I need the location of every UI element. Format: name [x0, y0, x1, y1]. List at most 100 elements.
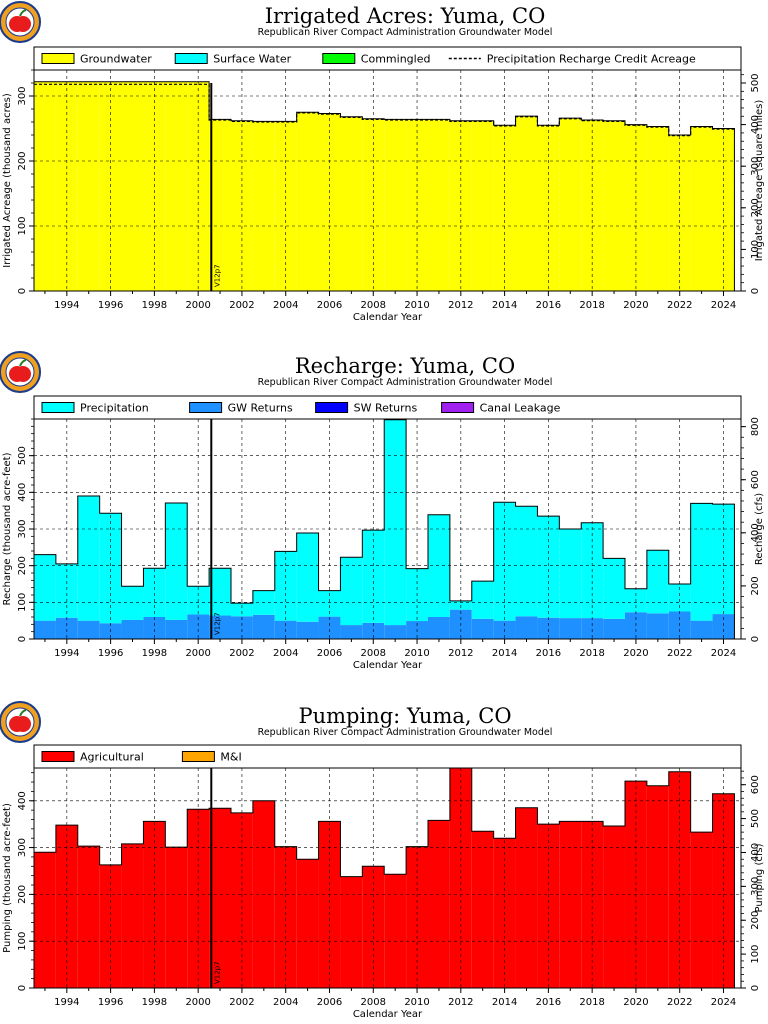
legend-item-3: SW Returns — [315, 402, 417, 415]
bar — [209, 615, 231, 639]
x-tick-label: 1996 — [98, 300, 123, 311]
y-axis-right: 0 100 200 300 400 500 — [741, 73, 761, 294]
y2-tick-label: 0 — [750, 288, 761, 294]
x-tick-label: 2000 — [185, 997, 210, 1008]
bar — [690, 126, 713, 291]
bar-outline — [33, 419, 735, 639]
bar — [537, 516, 560, 618]
bar — [274, 846, 297, 988]
grid-lines — [34, 70, 741, 291]
y-axis-left: 0 100 200 300 — [17, 69, 34, 294]
bar — [34, 81, 56, 291]
legend-item-4: Precipitation Recharge Credit Acreage — [448, 53, 696, 66]
legend-label: Precipitation — [80, 402, 149, 415]
precip-credit-line — [34, 83, 735, 137]
grid-lines — [34, 768, 741, 988]
x-tick-label: 2018 — [579, 997, 604, 1008]
bar — [99, 513, 122, 624]
bar — [690, 503, 713, 621]
version-marker-label: V12p7 — [213, 264, 221, 287]
bar — [646, 550, 669, 614]
x-tick-label: 1998 — [142, 648, 167, 659]
y2-tick-label: 200 — [750, 576, 761, 595]
x-tick-label: 2010 — [404, 997, 429, 1008]
y-tick-label: 100 — [17, 216, 28, 235]
bar — [712, 614, 735, 639]
y-tick-label: 400 — [17, 791, 28, 810]
logo-apple-right-shape — [15, 366, 31, 382]
y-tick-label: 200 — [17, 151, 28, 170]
x-tick-label: 2018 — [579, 300, 604, 311]
y2-tick-label: 400 — [750, 843, 761, 862]
legend-label: Agricultural — [80, 751, 144, 764]
x-tick-label: 2012 — [448, 648, 473, 659]
bar — [143, 568, 166, 617]
bar — [581, 821, 604, 988]
bar — [646, 613, 669, 639]
bar — [55, 617, 78, 639]
x-tick-label: 2014 — [492, 648, 517, 659]
y-tick-label: 200 — [17, 556, 28, 575]
bar — [515, 506, 538, 617]
y2-tick-label: 500 — [750, 73, 761, 92]
bar-series-gw-returns — [34, 609, 735, 639]
apple-logo-icon — [0, 351, 41, 393]
bar — [559, 618, 582, 639]
logo-apple-right-shape — [15, 716, 31, 732]
grid-lines — [34, 419, 741, 639]
y-tick-label: 0 — [17, 636, 28, 642]
bar — [77, 81, 100, 291]
bar — [165, 502, 188, 620]
bar — [252, 614, 275, 639]
bar — [296, 859, 319, 988]
apple-logo-icon — [0, 1, 41, 43]
y2-tick-label: 0 — [750, 636, 761, 642]
bar — [274, 551, 297, 621]
x-tick-label: 1998 — [142, 300, 167, 311]
logo-stem-shape — [19, 359, 27, 367]
bar — [668, 135, 691, 291]
bar — [668, 771, 691, 988]
legend-swatch — [41, 402, 75, 413]
bar — [406, 119, 428, 292]
x-tick-label: 2006 — [317, 300, 342, 311]
x-tick-label: 2018 — [579, 648, 604, 659]
bar — [515, 616, 538, 639]
bar — [143, 617, 166, 639]
bar — [34, 620, 56, 639]
bar — [121, 843, 144, 988]
bar — [121, 81, 144, 291]
legend-item-4: Canal Leakage — [441, 402, 561, 415]
legend-swatch — [322, 53, 356, 64]
bar — [340, 557, 363, 626]
x-tick-label: 2022 — [667, 997, 692, 1008]
y2-tick-label: 100 — [750, 945, 761, 964]
x-axis-label: Calendar Year — [353, 660, 423, 671]
bar — [230, 603, 253, 617]
x-tick-label: 2010 — [404, 648, 429, 659]
legend-item-1: Precipitation — [41, 402, 149, 415]
y-tick-label: 0 — [17, 985, 28, 991]
bar — [296, 112, 319, 291]
y-tick-label: 300 — [17, 86, 28, 105]
apple-logo-icon — [0, 701, 41, 743]
bar — [340, 116, 363, 291]
x-tick-label: 2006 — [317, 997, 342, 1008]
x-tick-label: 2010 — [404, 300, 429, 311]
y2-tick-label: 0 — [750, 985, 761, 991]
x-tick-label: 2004 — [273, 648, 298, 659]
bar — [121, 619, 144, 639]
x-tick-label: 2016 — [536, 648, 561, 659]
bar — [318, 616, 341, 639]
y2-tick-label: 400 — [750, 115, 761, 134]
x-tick-label: 2008 — [361, 648, 386, 659]
bar — [690, 620, 713, 639]
legend-label: Precipitation Recharge Credit Acreage — [487, 53, 696, 66]
y2-tick-label: 300 — [750, 157, 761, 176]
bar — [668, 584, 691, 612]
bar — [77, 846, 100, 988]
bar — [471, 581, 494, 619]
y-tick-label: 300 — [17, 838, 28, 857]
bar — [165, 81, 188, 291]
